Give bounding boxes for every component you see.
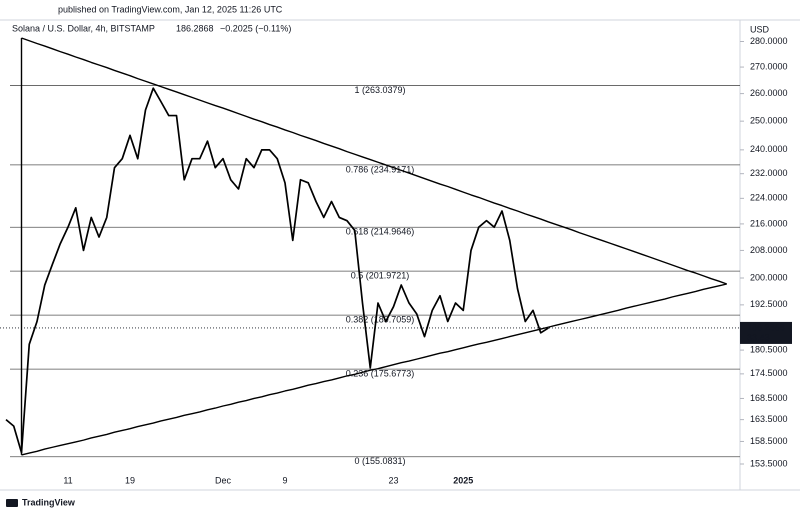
fib-label: 0.618 (214.9646) bbox=[346, 227, 415, 237]
price-change: −0.2025 (−0.11%) bbox=[220, 23, 291, 33]
y-tick-label: 158.5000 bbox=[750, 436, 788, 446]
x-tick-label: Dec bbox=[215, 475, 232, 485]
y-tick-label: 260.0000 bbox=[750, 88, 788, 98]
fib-label: 0 (155.0831) bbox=[354, 456, 405, 466]
x-tick-label: 11 bbox=[63, 475, 72, 485]
fib-label: 0.5 (201.9721) bbox=[351, 270, 410, 280]
y-tick-label: 240.0000 bbox=[750, 144, 788, 154]
fib-label: 1 (263.0379) bbox=[354, 85, 405, 95]
price-tag bbox=[740, 321, 792, 344]
y-tick-label: 208.0000 bbox=[750, 245, 788, 255]
trend-line bbox=[21, 283, 727, 456]
price-tag-value: 186.2868 bbox=[747, 322, 785, 332]
price-tag-countdown: 33:43 bbox=[747, 332, 770, 342]
y-tick-label: 224.0000 bbox=[750, 193, 788, 203]
currency: USD bbox=[750, 24, 770, 34]
trend-line bbox=[21, 37, 727, 285]
brand: TradingView bbox=[22, 497, 76, 507]
fib-label: 0.786 (234.9171) bbox=[346, 164, 415, 174]
y-tick-label: 232.0000 bbox=[750, 168, 788, 178]
y-tick-label: 200.0000 bbox=[750, 272, 788, 282]
logo-mark bbox=[6, 499, 18, 507]
symbol: Solana / U.S. Dollar, 4h, BITSTAMP bbox=[12, 23, 155, 33]
x-tick-label: 19 bbox=[125, 475, 135, 485]
y-tick-label: 216.0000 bbox=[750, 218, 788, 228]
logo: TradingView bbox=[6, 497, 76, 507]
y-tick-label: 270.0000 bbox=[750, 61, 788, 71]
x-tick-label: 2025 bbox=[453, 475, 473, 485]
fib-label: 0.236 (175.6773) bbox=[346, 369, 415, 379]
fib-label: 0.382 (189.7059) bbox=[346, 315, 415, 325]
y-tick-label: 163.5000 bbox=[750, 414, 788, 424]
y-tick-label: 250.0000 bbox=[750, 116, 788, 126]
y-tick-label: 192.5000 bbox=[750, 299, 788, 309]
y-tick-label: 153.5000 bbox=[750, 458, 788, 468]
x-tick-label: 23 bbox=[388, 475, 398, 485]
y-tick-label: 180.5000 bbox=[750, 344, 788, 354]
y-tick-label: 280.0000 bbox=[750, 36, 788, 46]
y-tick-label: 174.5000 bbox=[750, 368, 788, 378]
price-line bbox=[5, 87, 549, 454]
x-tick-label: 9 bbox=[282, 475, 287, 485]
last-price: 186.2868 bbox=[176, 23, 214, 33]
published-note: published on TradingView.com, Jan 12, 20… bbox=[58, 4, 283, 14]
y-tick-label: 168.5000 bbox=[750, 393, 788, 403]
